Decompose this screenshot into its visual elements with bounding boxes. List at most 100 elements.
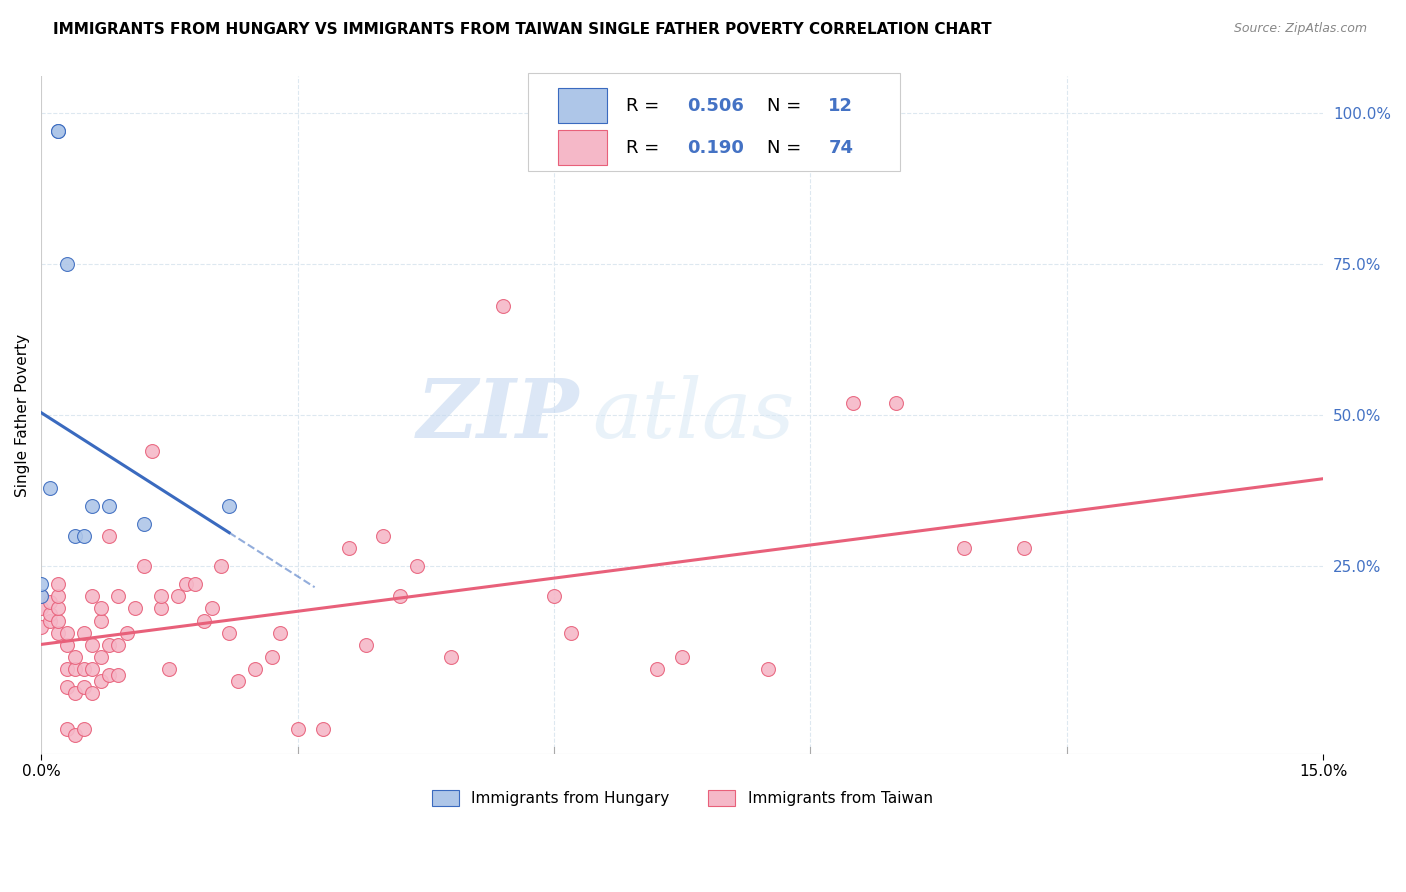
Point <box>560 625 582 640</box>
Point <box>98 668 121 682</box>
Point <box>98 638 121 652</box>
Y-axis label: Single Father Poverty: Single Father Poverty <box>15 334 30 497</box>
Point <box>46 577 69 591</box>
Point <box>55 625 77 640</box>
Point <box>218 625 240 640</box>
Point <box>492 299 515 313</box>
Point <box>90 673 112 688</box>
Point <box>73 680 96 694</box>
Text: ZIP: ZIP <box>418 375 579 455</box>
Point <box>46 614 69 628</box>
Point <box>287 723 309 737</box>
Point <box>73 723 96 737</box>
Point <box>218 499 240 513</box>
Point <box>55 680 77 694</box>
Point <box>38 614 60 628</box>
Point <box>30 590 52 604</box>
Point <box>65 686 87 700</box>
Point <box>167 590 190 604</box>
Point <box>312 723 335 737</box>
Point <box>46 601 69 615</box>
Point <box>1012 541 1035 555</box>
Text: R =: R = <box>626 96 665 115</box>
Point <box>30 619 52 633</box>
Point <box>107 590 129 604</box>
Point <box>260 649 283 664</box>
Point <box>65 649 87 664</box>
Point <box>65 728 87 742</box>
Point <box>543 590 565 604</box>
Point <box>269 625 291 640</box>
Point <box>226 673 249 688</box>
Point <box>389 590 412 604</box>
Point <box>124 601 146 615</box>
Point <box>149 590 172 604</box>
Point <box>157 662 180 676</box>
Point <box>176 577 198 591</box>
Point <box>243 662 266 676</box>
Point <box>90 601 112 615</box>
Point <box>82 590 104 604</box>
Point <box>354 638 377 652</box>
Point <box>38 481 60 495</box>
Point <box>90 649 112 664</box>
Point <box>65 662 87 676</box>
Point <box>406 559 429 574</box>
Point <box>55 723 77 737</box>
Point <box>30 601 52 615</box>
Point <box>132 559 155 574</box>
Point <box>30 577 52 591</box>
Point <box>149 601 172 615</box>
Text: atlas: atlas <box>592 375 794 455</box>
Point <box>90 614 112 628</box>
Point <box>46 625 69 640</box>
Point <box>440 649 463 664</box>
Point <box>209 559 232 574</box>
Point <box>82 686 104 700</box>
Point <box>107 638 129 652</box>
Legend: Immigrants from Hungary, Immigrants from Taiwan: Immigrants from Hungary, Immigrants from… <box>425 782 941 814</box>
FancyBboxPatch shape <box>558 88 606 123</box>
Text: 12: 12 <box>828 96 853 115</box>
Point <box>132 516 155 531</box>
Point <box>38 595 60 609</box>
Text: 0.190: 0.190 <box>688 139 744 157</box>
Point <box>645 662 668 676</box>
FancyBboxPatch shape <box>558 130 606 165</box>
Point <box>141 444 163 458</box>
Point <box>201 601 224 615</box>
Point <box>65 529 87 543</box>
Point <box>842 396 865 410</box>
Point <box>671 649 693 664</box>
Text: N =: N = <box>766 139 807 157</box>
Point <box>73 625 96 640</box>
Text: Source: ZipAtlas.com: Source: ZipAtlas.com <box>1233 22 1367 36</box>
Point <box>55 257 77 271</box>
Point <box>953 541 976 555</box>
Text: 74: 74 <box>828 139 853 157</box>
Point <box>184 577 207 591</box>
Point <box>337 541 360 555</box>
Point <box>371 529 394 543</box>
Point <box>46 124 69 138</box>
Point <box>73 662 96 676</box>
Point <box>98 529 121 543</box>
Point <box>884 396 907 410</box>
FancyBboxPatch shape <box>529 73 900 171</box>
Point <box>73 529 96 543</box>
Text: 0.506: 0.506 <box>688 96 744 115</box>
Point <box>193 614 215 628</box>
Point <box>38 607 60 622</box>
Point <box>55 662 77 676</box>
Point <box>115 625 138 640</box>
Point <box>55 638 77 652</box>
Point <box>30 590 52 604</box>
Point <box>107 668 129 682</box>
Point <box>98 499 121 513</box>
Point <box>82 638 104 652</box>
Text: N =: N = <box>766 96 807 115</box>
Text: R =: R = <box>626 139 665 157</box>
Point <box>82 499 104 513</box>
Point <box>46 124 69 138</box>
Point <box>756 662 779 676</box>
